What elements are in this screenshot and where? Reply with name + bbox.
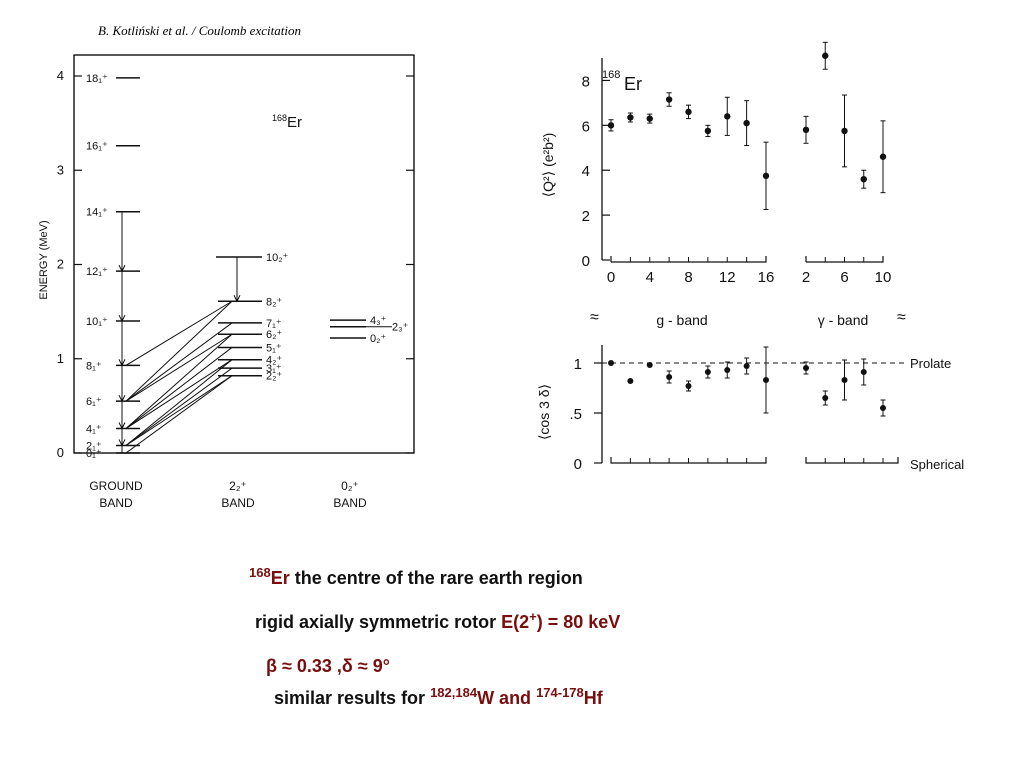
band-name-line1: 0₂⁺ [341, 479, 359, 493]
level-scheme-nucleus: 168Er [272, 113, 302, 131]
inter-band-transition [125, 300, 233, 366]
band-name-line2: BAND [221, 496, 255, 510]
beta-band-level-label: 2₃⁺ [392, 322, 409, 334]
cascade-arrowhead [118, 314, 126, 323]
ground-band-level-label: 16₁⁺ [86, 141, 108, 153]
cascade-arrowhead [118, 422, 126, 430]
ground-band-level-label: 4₁⁺ [86, 423, 102, 435]
inter-band-transition [125, 375, 233, 454]
level-scheme-frame [73, 54, 415, 454]
gamma-band-level-label: 4₂⁺ [266, 355, 282, 367]
cascade-arrowhead [118, 359, 126, 367]
level-scheme-ylabel: ENERGY (MeV) [38, 220, 50, 299]
header-authors: B. Kotliński et al. [98, 23, 189, 38]
level-scheme-ytick-label: 0 [57, 445, 64, 460]
gamma-band-level-label: 2₂⁺ [266, 371, 282, 383]
ground-band-level-label: 10₁⁺ [86, 316, 108, 328]
inter-band-transition [125, 333, 233, 402]
inter-band-transition [125, 359, 233, 429]
level-scheme-ytick-label: 1 [57, 351, 64, 366]
ground-band-level-label: 2₁⁺ [86, 440, 102, 452]
inter-band-transition [125, 375, 233, 446]
inter-band-transition [125, 300, 233, 402]
level-scheme-ytick-label: 3 [57, 162, 64, 177]
figure-header: B. Kotliński et al. / Coulomb excitation [98, 23, 301, 38]
cascade-arrowhead [118, 394, 126, 403]
gamma-band-level-label: 10₂⁺ [266, 252, 289, 264]
caption-line-1: 168Er the centre of the rare earth regio… [249, 565, 583, 588]
gamma-band-level-label: 8₂⁺ [266, 296, 282, 308]
band-name-line2: BAND [99, 496, 133, 510]
band-name-line1: 2₂⁺ [229, 479, 247, 493]
level-scheme-ytick-label: 4 [57, 68, 64, 83]
inter-band-transition [125, 367, 233, 446]
ground-band-level-label: 12₁⁺ [86, 266, 108, 278]
caption-line-3: β ≈ 0.33 ,δ ≈ 9° [266, 656, 390, 676]
header-subtitle: Coulomb excitation [199, 23, 301, 38]
gamma-band-level-label: 7₁⁺ [266, 318, 282, 330]
inter-band-transition [125, 359, 233, 446]
caption-line-2: rigid axially symmetric rotor E(2+) = 80… [255, 609, 621, 632]
band-name-line1: GROUND [89, 479, 143, 493]
cascade-arrowhead [233, 295, 241, 303]
ground-band-level-label: 8₁⁺ [86, 360, 102, 372]
gamma-band-level-label: 6₂⁺ [266, 329, 282, 341]
ground-band-level-label: 18₁⁺ [86, 73, 108, 85]
beta-band-level-label: 0₂⁺ [370, 333, 386, 345]
level-scheme-ytick-label: 2 [57, 257, 64, 272]
caption-line-4: similar results for 182,184W and 174-178… [274, 685, 603, 708]
gamma-band-level-label: 5₁⁺ [266, 342, 282, 354]
ground-band-level-label: 6₁⁺ [86, 396, 102, 408]
gamma-band-level-label: 3₁⁺ [266, 363, 282, 375]
band-name-line2: BAND [333, 496, 367, 510]
ground-band-level-label: 14₁⁺ [86, 207, 108, 219]
inter-band-transition [125, 333, 233, 429]
beta-band-level-label: 4₃⁺ [370, 315, 387, 327]
cascade-arrowhead [118, 264, 126, 273]
inter-band-transition [125, 347, 233, 429]
ground-band-level-label: 0₁⁺ [86, 448, 102, 460]
cascade-arrowhead [118, 439, 126, 447]
inter-band-transition [125, 322, 233, 402]
